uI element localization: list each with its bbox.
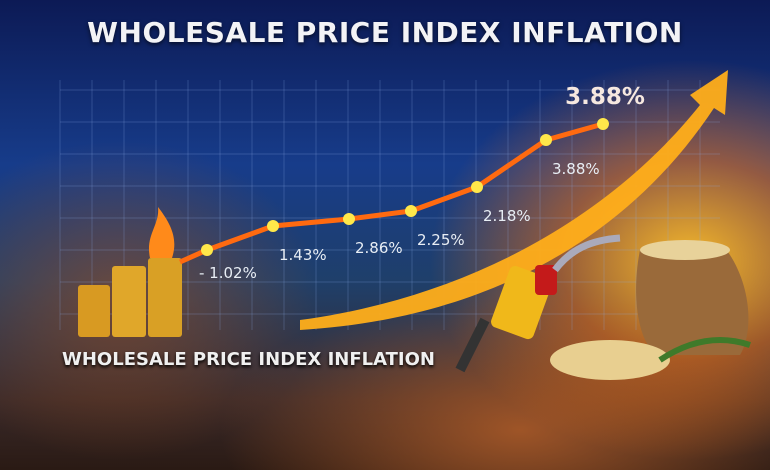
data-label: - 1.02%: [199, 264, 257, 282]
data-point: [343, 213, 355, 225]
data-point: [405, 205, 417, 217]
data-point: [597, 118, 609, 130]
grain-sack-icon: [550, 240, 751, 380]
data-point: [267, 220, 279, 232]
series-line: [178, 118, 609, 265]
data-label: 2.25%: [417, 231, 465, 249]
fuel-nozzle-icon: [455, 234, 621, 373]
data-label: 1.43%: [279, 246, 327, 264]
data-point: [201, 244, 213, 256]
coin-stacks: [78, 207, 182, 337]
data-label: 2.86%: [355, 239, 403, 257]
data-point: [471, 181, 483, 193]
data-point: [540, 134, 552, 146]
data-label: 2.18%: [483, 207, 531, 225]
flame-icon: [148, 207, 175, 258]
data-label: 3.88%: [552, 160, 600, 178]
series-line-path: [178, 121, 604, 265]
chart-subtitle: WHOLESALE PRICE INDEX INFLATION: [62, 349, 435, 370]
page-title: WHOLESALE PRICE INDEX INFLATION: [87, 16, 683, 49]
data-label: 3.88%: [565, 84, 645, 110]
